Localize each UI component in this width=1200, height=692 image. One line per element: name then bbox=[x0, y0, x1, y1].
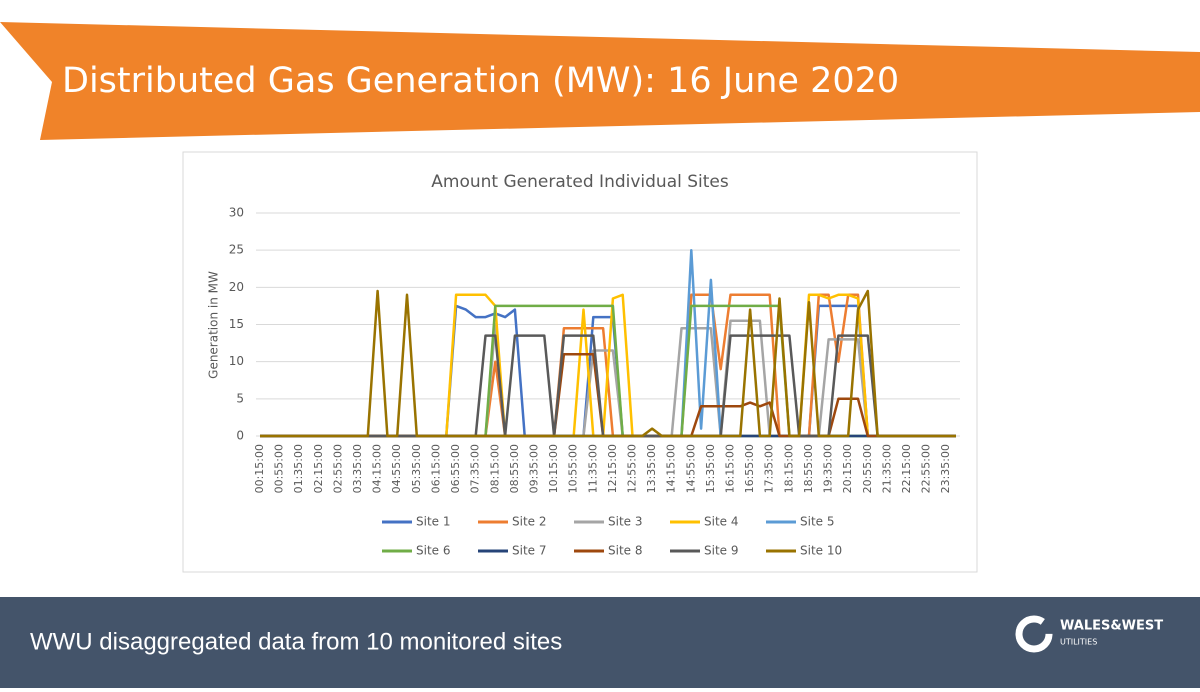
legend-label: Site 10 bbox=[800, 544, 842, 558]
legend-label: Site 6 bbox=[416, 544, 451, 558]
x-tick-label: 00:55:00 bbox=[273, 444, 286, 493]
x-tick-label: 16:55:00 bbox=[743, 444, 756, 493]
x-tick-label: 04:15:00 bbox=[371, 444, 384, 493]
y-tick-label: 5 bbox=[236, 391, 244, 405]
x-tick-label: 08:55:00 bbox=[508, 444, 521, 493]
legend-label: Site 4 bbox=[704, 515, 739, 529]
x-tick-label: 20:55:00 bbox=[861, 444, 874, 493]
x-tick-label: 04:55:00 bbox=[390, 444, 403, 493]
x-tick-label: 10:15:00 bbox=[547, 444, 560, 493]
y-tick-label: 20 bbox=[229, 280, 244, 294]
x-tick-label: 17:35:00 bbox=[763, 444, 776, 493]
legend-label: Site 3 bbox=[608, 515, 643, 529]
x-tick-label: 14:55:00 bbox=[684, 444, 697, 493]
x-tick-label: 05:35:00 bbox=[410, 444, 423, 493]
x-tick-label: 12:15:00 bbox=[606, 444, 619, 493]
y-axis-label: Generation in MW bbox=[207, 271, 221, 379]
footer-caption: WWU disaggregated data from 10 monitored… bbox=[30, 628, 562, 655]
logo-ring bbox=[1015, 615, 1053, 653]
x-tick-label: 23:35:00 bbox=[939, 444, 952, 493]
x-tick-label: 14:15:00 bbox=[665, 444, 678, 493]
x-tick-label: 13:35:00 bbox=[645, 444, 658, 493]
x-tick-label: 06:15:00 bbox=[429, 444, 442, 493]
title-banner bbox=[0, 22, 1200, 140]
x-tick-label: 02:55:00 bbox=[331, 444, 344, 493]
x-tick-label: 18:15:00 bbox=[782, 444, 795, 493]
y-tick-label: 15 bbox=[229, 317, 244, 331]
y-tick-label: 30 bbox=[229, 206, 244, 220]
x-tick-label: 15:35:00 bbox=[704, 444, 717, 493]
x-tick-label: 07:35:00 bbox=[469, 444, 482, 493]
x-tick-label: 20:15:00 bbox=[841, 444, 854, 493]
legend-label: Site 1 bbox=[416, 515, 451, 529]
chart-title: Amount Generated Individual Sites bbox=[431, 172, 729, 192]
footer-bar bbox=[0, 597, 1200, 688]
x-tick-label: 08:15:00 bbox=[488, 444, 501, 493]
logo-name: WALES&WEST bbox=[1060, 619, 1163, 634]
x-tick-label: 21:35:00 bbox=[880, 444, 893, 493]
y-tick-label: 25 bbox=[229, 243, 244, 257]
x-tick-label: 00:15:00 bbox=[253, 444, 266, 493]
legend-label: Site 8 bbox=[608, 544, 643, 558]
x-tick-label: 12:55:00 bbox=[626, 444, 639, 493]
x-tick-label: 16:15:00 bbox=[724, 444, 737, 493]
legend-label: Site 7 bbox=[512, 544, 547, 558]
legend-label: Site 5 bbox=[800, 515, 835, 529]
y-tick-label: 10 bbox=[229, 354, 244, 368]
x-tick-label: 06:55:00 bbox=[449, 444, 462, 493]
legend-label: Site 9 bbox=[704, 544, 739, 558]
slide-title: Distributed Gas Generation (MW): 16 June… bbox=[62, 61, 899, 101]
x-tick-label: 10:55:00 bbox=[567, 444, 580, 493]
x-tick-label: 03:35:00 bbox=[351, 444, 364, 493]
x-tick-label: 09:35:00 bbox=[527, 444, 540, 493]
x-tick-label: 02:15:00 bbox=[312, 444, 325, 493]
x-tick-label: 18:55:00 bbox=[802, 444, 815, 493]
x-tick-label: 01:35:00 bbox=[292, 444, 305, 493]
legend-label: Site 2 bbox=[512, 515, 547, 529]
logo-sub: UTILITIES bbox=[1060, 638, 1097, 647]
y-tick-label: 0 bbox=[236, 429, 244, 443]
x-tick-label: 19:35:00 bbox=[822, 444, 835, 493]
x-tick-label: 11:35:00 bbox=[586, 444, 599, 493]
x-tick-label: 22:15:00 bbox=[900, 444, 913, 493]
x-tick-label: 22:55:00 bbox=[920, 444, 933, 493]
series-line bbox=[260, 289, 956, 438]
